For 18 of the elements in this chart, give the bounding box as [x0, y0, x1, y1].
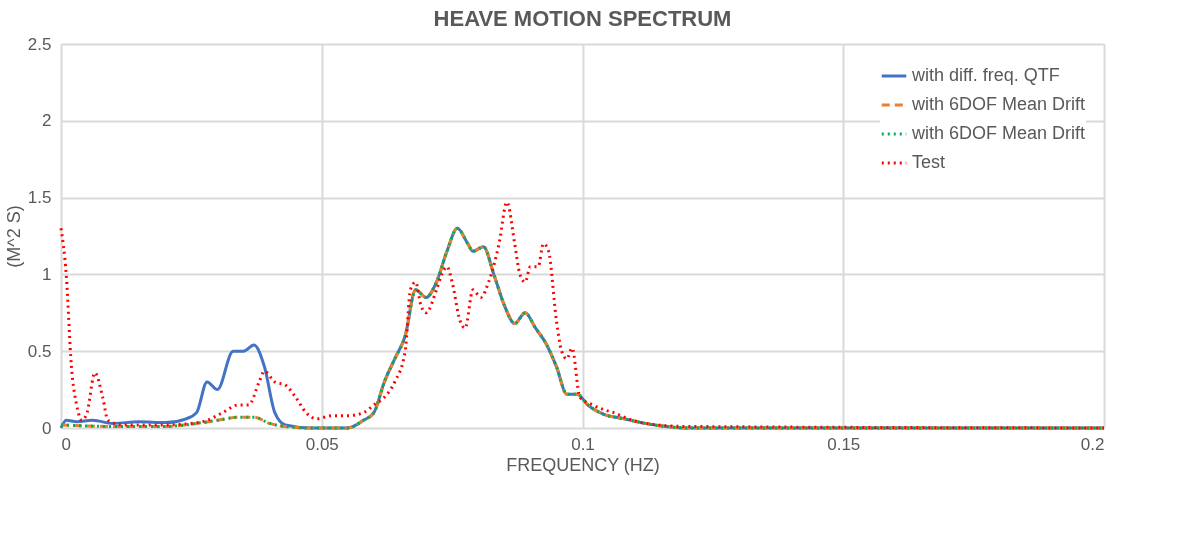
- y-axis-title: (M^2 S): [3, 205, 24, 268]
- x-tick-label: 0.1: [571, 434, 595, 454]
- x-tick-label: 0.05: [305, 434, 339, 454]
- legend-label: with 6DOF Mean Drift: [911, 123, 1086, 143]
- y-tick-label: 0: [42, 418, 52, 438]
- y-tick-label: 2.5: [27, 34, 52, 54]
- chart-title: HEAVE MOTION SPECTRUM: [433, 6, 732, 31]
- legend-label: with 6DOF Mean Drift: [911, 94, 1086, 114]
- y-tick-label: 2: [42, 111, 52, 131]
- y-tick-label: 1.5: [27, 188, 52, 208]
- legend-label: Test: [912, 152, 946, 172]
- y-tick-label: 0.5: [27, 341, 52, 361]
- y-tick-label: 1: [42, 264, 52, 284]
- x-tick-label: 0: [61, 434, 71, 454]
- x-axis-title: FREQUENCY (HZ): [506, 454, 660, 475]
- x-tick-label: 0.15: [827, 434, 861, 454]
- x-tick-label: 0.2: [1080, 434, 1105, 454]
- legend-label: with diff. freq. QTF: [911, 65, 1060, 85]
